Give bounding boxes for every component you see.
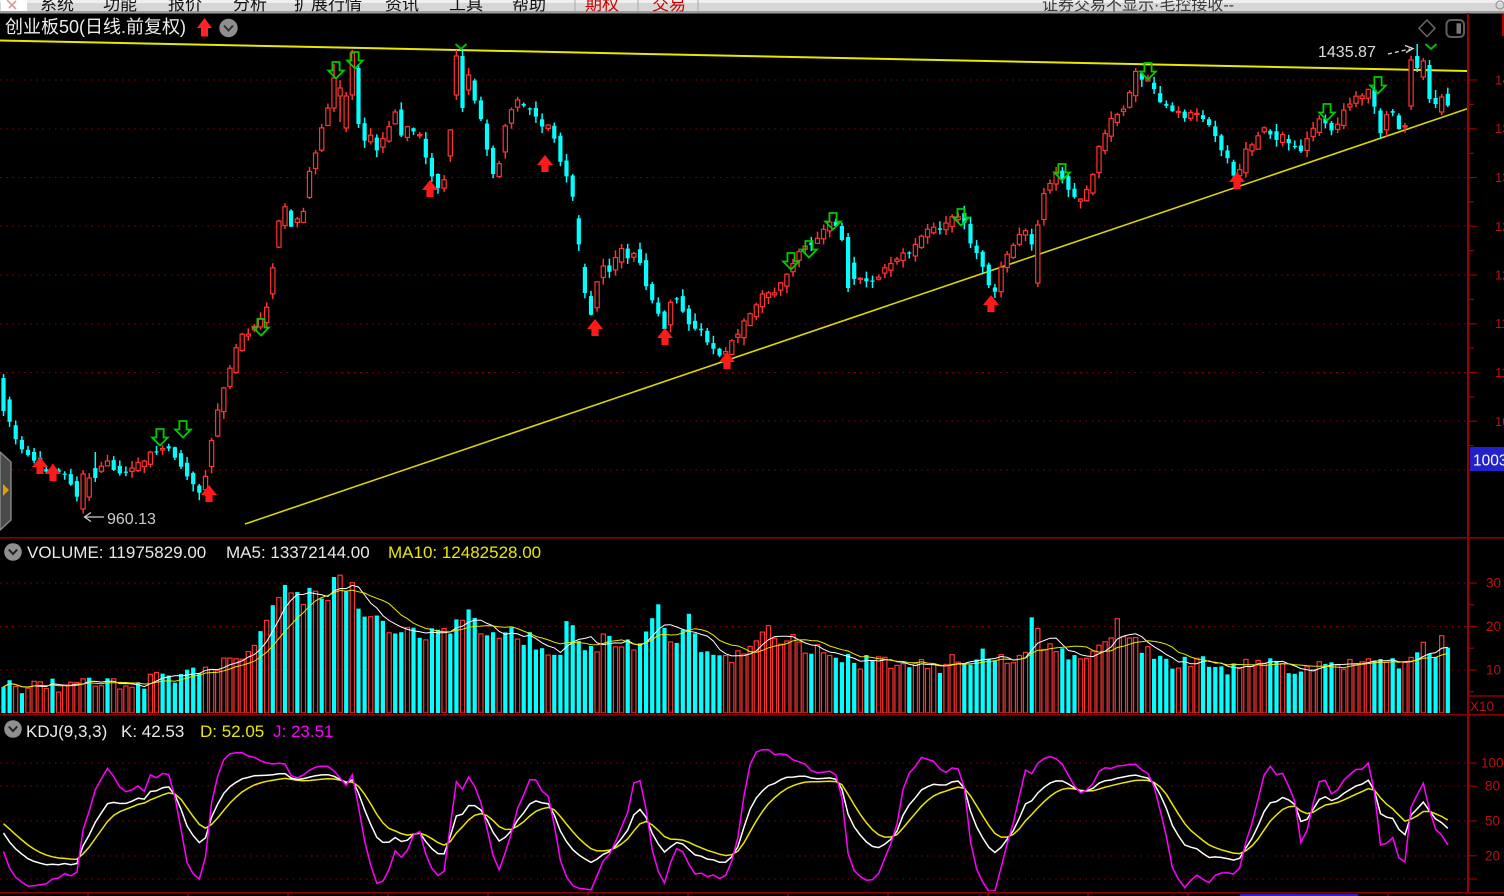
svg-text:分析: 分析	[233, 0, 267, 14]
svg-text:KDJ(9,3,3): KDJ(9,3,3)	[26, 722, 107, 741]
svg-text:资讯: 资讯	[385, 0, 419, 14]
svg-text:960.13: 960.13	[107, 511, 156, 528]
svg-text:D: 52.05: D: 52.05	[200, 722, 264, 741]
svg-text:1150: 1150	[1495, 316, 1504, 331]
svg-text:K: 42.53: K: 42.53	[121, 722, 184, 741]
svg-text:1400: 1400	[1495, 73, 1504, 88]
svg-text:MA5: 13372144.00: MA5: 13372144.00	[226, 543, 370, 562]
svg-text:1003: 1003	[1473, 453, 1504, 470]
svg-text:50: 50	[1485, 814, 1500, 829]
svg-text:期权: 期权	[585, 0, 619, 14]
svg-text:扩展行情: 扩展行情	[294, 0, 362, 14]
svg-text:1300: 1300	[1495, 170, 1504, 185]
svg-text:创业板50(日线.前复权): 创业板50(日线.前复权)	[5, 17, 186, 37]
svg-text:功能: 功能	[103, 0, 137, 14]
svg-text:X10: X10	[1470, 699, 1494, 714]
svg-text:20: 20	[1486, 619, 1501, 634]
svg-text:1350: 1350	[1495, 121, 1504, 136]
svg-text:1050: 1050	[1495, 414, 1504, 429]
svg-text:J: 23.51: J: 23.51	[273, 722, 334, 741]
svg-text:证券交易不显示·毛控接收--: 证券交易不显示·毛控接收--	[1042, 0, 1234, 14]
svg-text:30: 30	[1486, 576, 1501, 591]
svg-text:1200: 1200	[1495, 268, 1504, 283]
svg-text:1435.87: 1435.87	[1318, 44, 1376, 61]
svg-text:工具: 工具	[449, 0, 483, 14]
svg-text:MA10: 12482528.00: MA10: 12482528.00	[388, 543, 541, 562]
svg-text:10: 10	[1486, 663, 1501, 678]
svg-text:100: 100	[1481, 756, 1504, 771]
svg-text:报价: 报价	[168, 0, 202, 14]
svg-text:VOLUME: 11975829.00: VOLUME: 11975829.00	[27, 543, 206, 562]
svg-text:交易: 交易	[652, 0, 686, 14]
svg-text:80: 80	[1485, 779, 1500, 794]
svg-text:系统: 系统	[40, 0, 74, 14]
svg-text:20: 20	[1485, 848, 1500, 863]
svg-text:1250: 1250	[1495, 219, 1504, 234]
svg-text:帮助: 帮助	[512, 0, 546, 14]
